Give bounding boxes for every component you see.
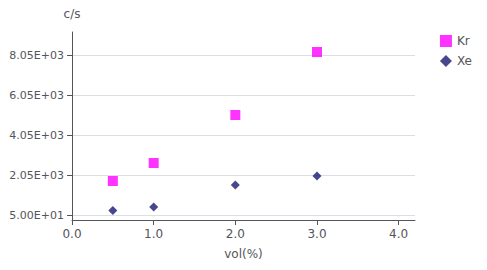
svg-text:4.0: 4.0 bbox=[389, 227, 408, 241]
svg-text:5.00E+01: 5.00E+01 bbox=[9, 209, 64, 222]
svg-text:1.0: 1.0 bbox=[144, 227, 163, 241]
svg-text:6.05E+03: 6.05E+03 bbox=[9, 89, 64, 102]
svg-text:8.05E+03: 8.05E+03 bbox=[9, 49, 64, 62]
svg-text:4.05E+03: 4.05E+03 bbox=[9, 129, 64, 142]
svg-text:2.0: 2.0 bbox=[226, 227, 245, 241]
svg-text:vol(%): vol(%) bbox=[224, 247, 263, 261]
svg-text:0.0: 0.0 bbox=[62, 227, 81, 241]
svg-text:3.0: 3.0 bbox=[307, 227, 326, 241]
svg-text:Kr: Kr bbox=[457, 34, 470, 48]
svg-text:Xe: Xe bbox=[457, 54, 472, 68]
svg-text:2.05E+03: 2.05E+03 bbox=[9, 169, 64, 182]
svg-text:c/s: c/s bbox=[64, 7, 81, 21]
